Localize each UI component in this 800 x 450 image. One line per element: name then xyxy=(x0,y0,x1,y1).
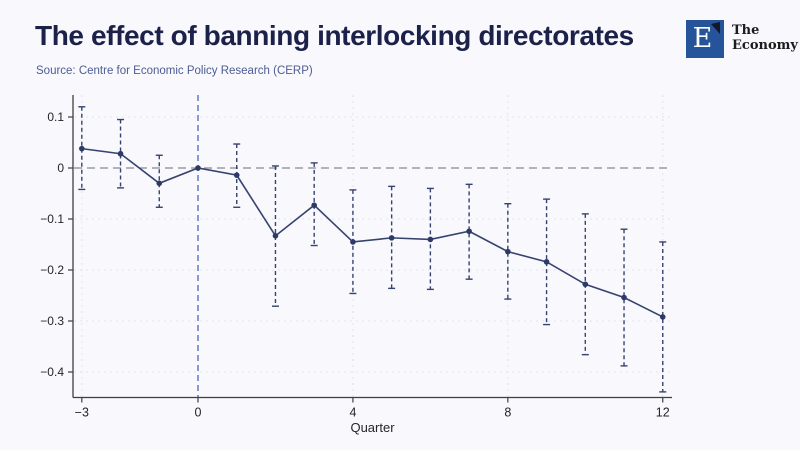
source-caption: Source: Centre for Economic Policy Resea… xyxy=(36,65,313,77)
x-tick-label: 8 xyxy=(504,406,511,420)
x-tick-label: 12 xyxy=(656,406,670,420)
logo-word-line2: Economy xyxy=(732,38,798,53)
logo-square: E xyxy=(686,20,724,58)
axes xyxy=(72,95,672,399)
publisher-logo: E The Economy xyxy=(686,20,798,58)
y-tick-label: −0.2 xyxy=(40,263,64,277)
x-axis-ticks: −3 0 4 8 12 xyxy=(75,397,670,420)
y-axis-ticks: 0.1 0 −0.1 −0.2 −0.3 −0.4 xyxy=(40,110,73,379)
x-tick-label: −3 xyxy=(75,406,89,420)
chart: 0.1 0 −0.1 −0.2 −0.3 −0.4 −3 0 4 8 12 Quarter xyxy=(0,85,720,450)
confidence-interval-bars xyxy=(78,106,667,393)
data-point-markers xyxy=(79,145,666,320)
x-tick-label: 0 xyxy=(195,406,202,420)
chart-svg: 0.1 0 −0.1 −0.2 −0.3 −0.4 −3 0 4 8 12 xyxy=(40,95,672,420)
y-tick-label: −0.3 xyxy=(40,314,64,328)
x-axis-title: Quarter xyxy=(350,420,395,435)
logo-word-line1: The xyxy=(732,23,760,38)
page-title: The effect of banning interlocking direc… xyxy=(35,20,634,51)
logo-quote-icon xyxy=(711,22,720,34)
x-tick-label: 4 xyxy=(349,406,356,420)
logo-letter: E xyxy=(692,23,713,54)
y-tick-label: −0.4 xyxy=(40,365,64,379)
gridlines xyxy=(74,95,672,398)
effect-line xyxy=(81,147,664,318)
y-tick-label: 0.1 xyxy=(47,110,64,124)
y-tick-label: 0 xyxy=(57,161,64,175)
logo-wordmark: The Economy xyxy=(732,23,798,53)
y-tick-label: −0.1 xyxy=(40,212,64,226)
